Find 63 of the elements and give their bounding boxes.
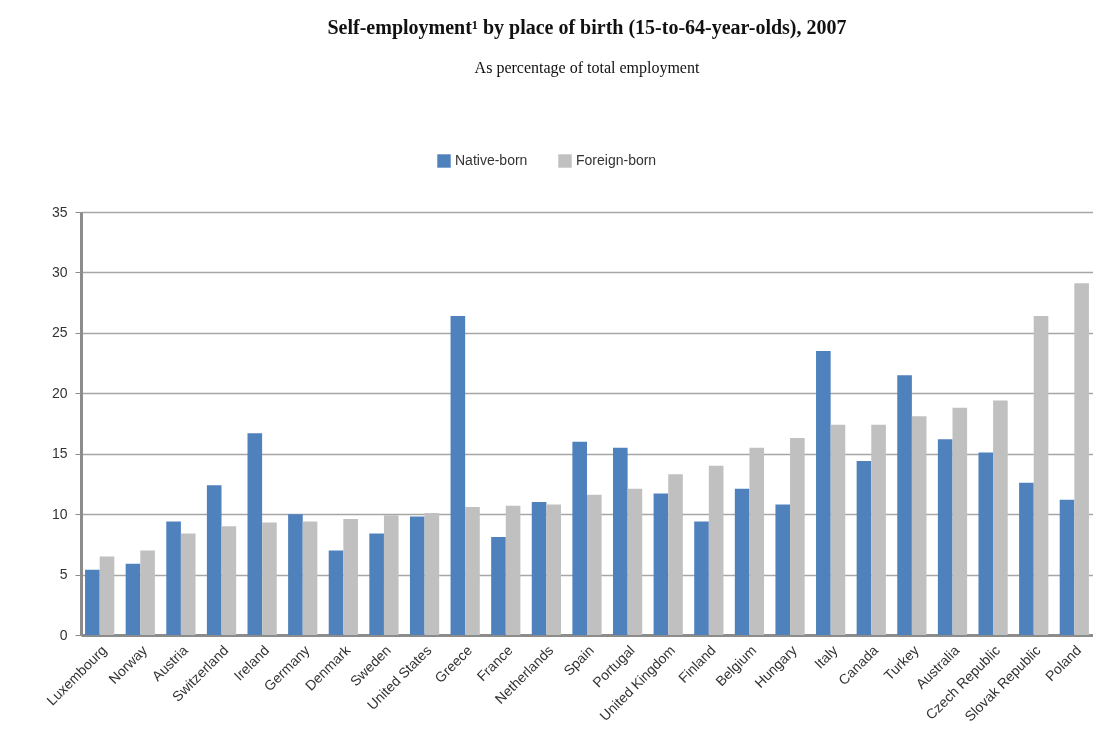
bar: [531, 502, 547, 635]
bar: [206, 485, 222, 635]
bar: [668, 474, 683, 635]
bar: [302, 521, 318, 635]
chart-title: Self-employment¹ by place of birth (15-to-64-year-olds), 2007: [327, 16, 847, 39]
bar: [653, 493, 669, 635]
bar: [978, 452, 994, 635]
legend-label: Native-born: [455, 152, 528, 168]
bar: [383, 515, 399, 635]
bar: [343, 518, 358, 635]
bar: [734, 488, 750, 635]
y-tick-label: 5: [59, 566, 68, 583]
chart-subtitle: As percentage of total employment: [474, 59, 700, 77]
bar: [140, 550, 155, 635]
bar: [546, 504, 562, 635]
bar: [790, 438, 805, 635]
bar: [328, 550, 344, 635]
bar: [247, 433, 263, 635]
y-tick-label: 10: [51, 505, 68, 522]
bar: [897, 375, 912, 635]
bar: [465, 506, 480, 635]
bar: [166, 521, 181, 635]
bar: [775, 504, 791, 635]
bar: [1059, 499, 1075, 635]
bar: [1019, 482, 1034, 635]
bar: [491, 537, 506, 635]
bar: [288, 514, 303, 635]
bar: [871, 424, 886, 635]
y-tick-label: 0: [59, 626, 68, 643]
bar: [180, 533, 196, 635]
y-tick-label: 20: [51, 384, 68, 401]
bar: [830, 424, 846, 635]
x-tick-label: Italy: [811, 642, 841, 672]
bar: [952, 407, 968, 635]
bar: [505, 505, 521, 635]
y-tick-label: 15: [51, 445, 68, 462]
bar: [99, 556, 115, 635]
y-tick-label: 35: [51, 203, 68, 220]
legend-label: Foreign-born: [576, 152, 657, 168]
bar: [125, 563, 141, 635]
bar: [424, 512, 440, 635]
bar: [409, 516, 425, 635]
bar: [85, 569, 100, 635]
bar: [627, 488, 643, 635]
bar: [937, 439, 953, 635]
bar: [450, 315, 466, 635]
y-tick-label: 30: [51, 263, 68, 280]
bar: [612, 447, 628, 635]
bar: [572, 441, 587, 635]
bar: [856, 460, 872, 635]
bar: [749, 447, 765, 635]
y-tick-label: 25: [51, 324, 68, 341]
bar: [369, 533, 384, 635]
bar: [1074, 283, 1089, 635]
bar: [262, 522, 277, 635]
bar: [816, 350, 831, 635]
bar: [221, 526, 237, 635]
bar: [1033, 315, 1049, 635]
bar: [993, 400, 1008, 635]
bar: [708, 465, 724, 635]
bar: [694, 521, 709, 635]
bar: [911, 416, 927, 635]
bar: [587, 494, 602, 635]
